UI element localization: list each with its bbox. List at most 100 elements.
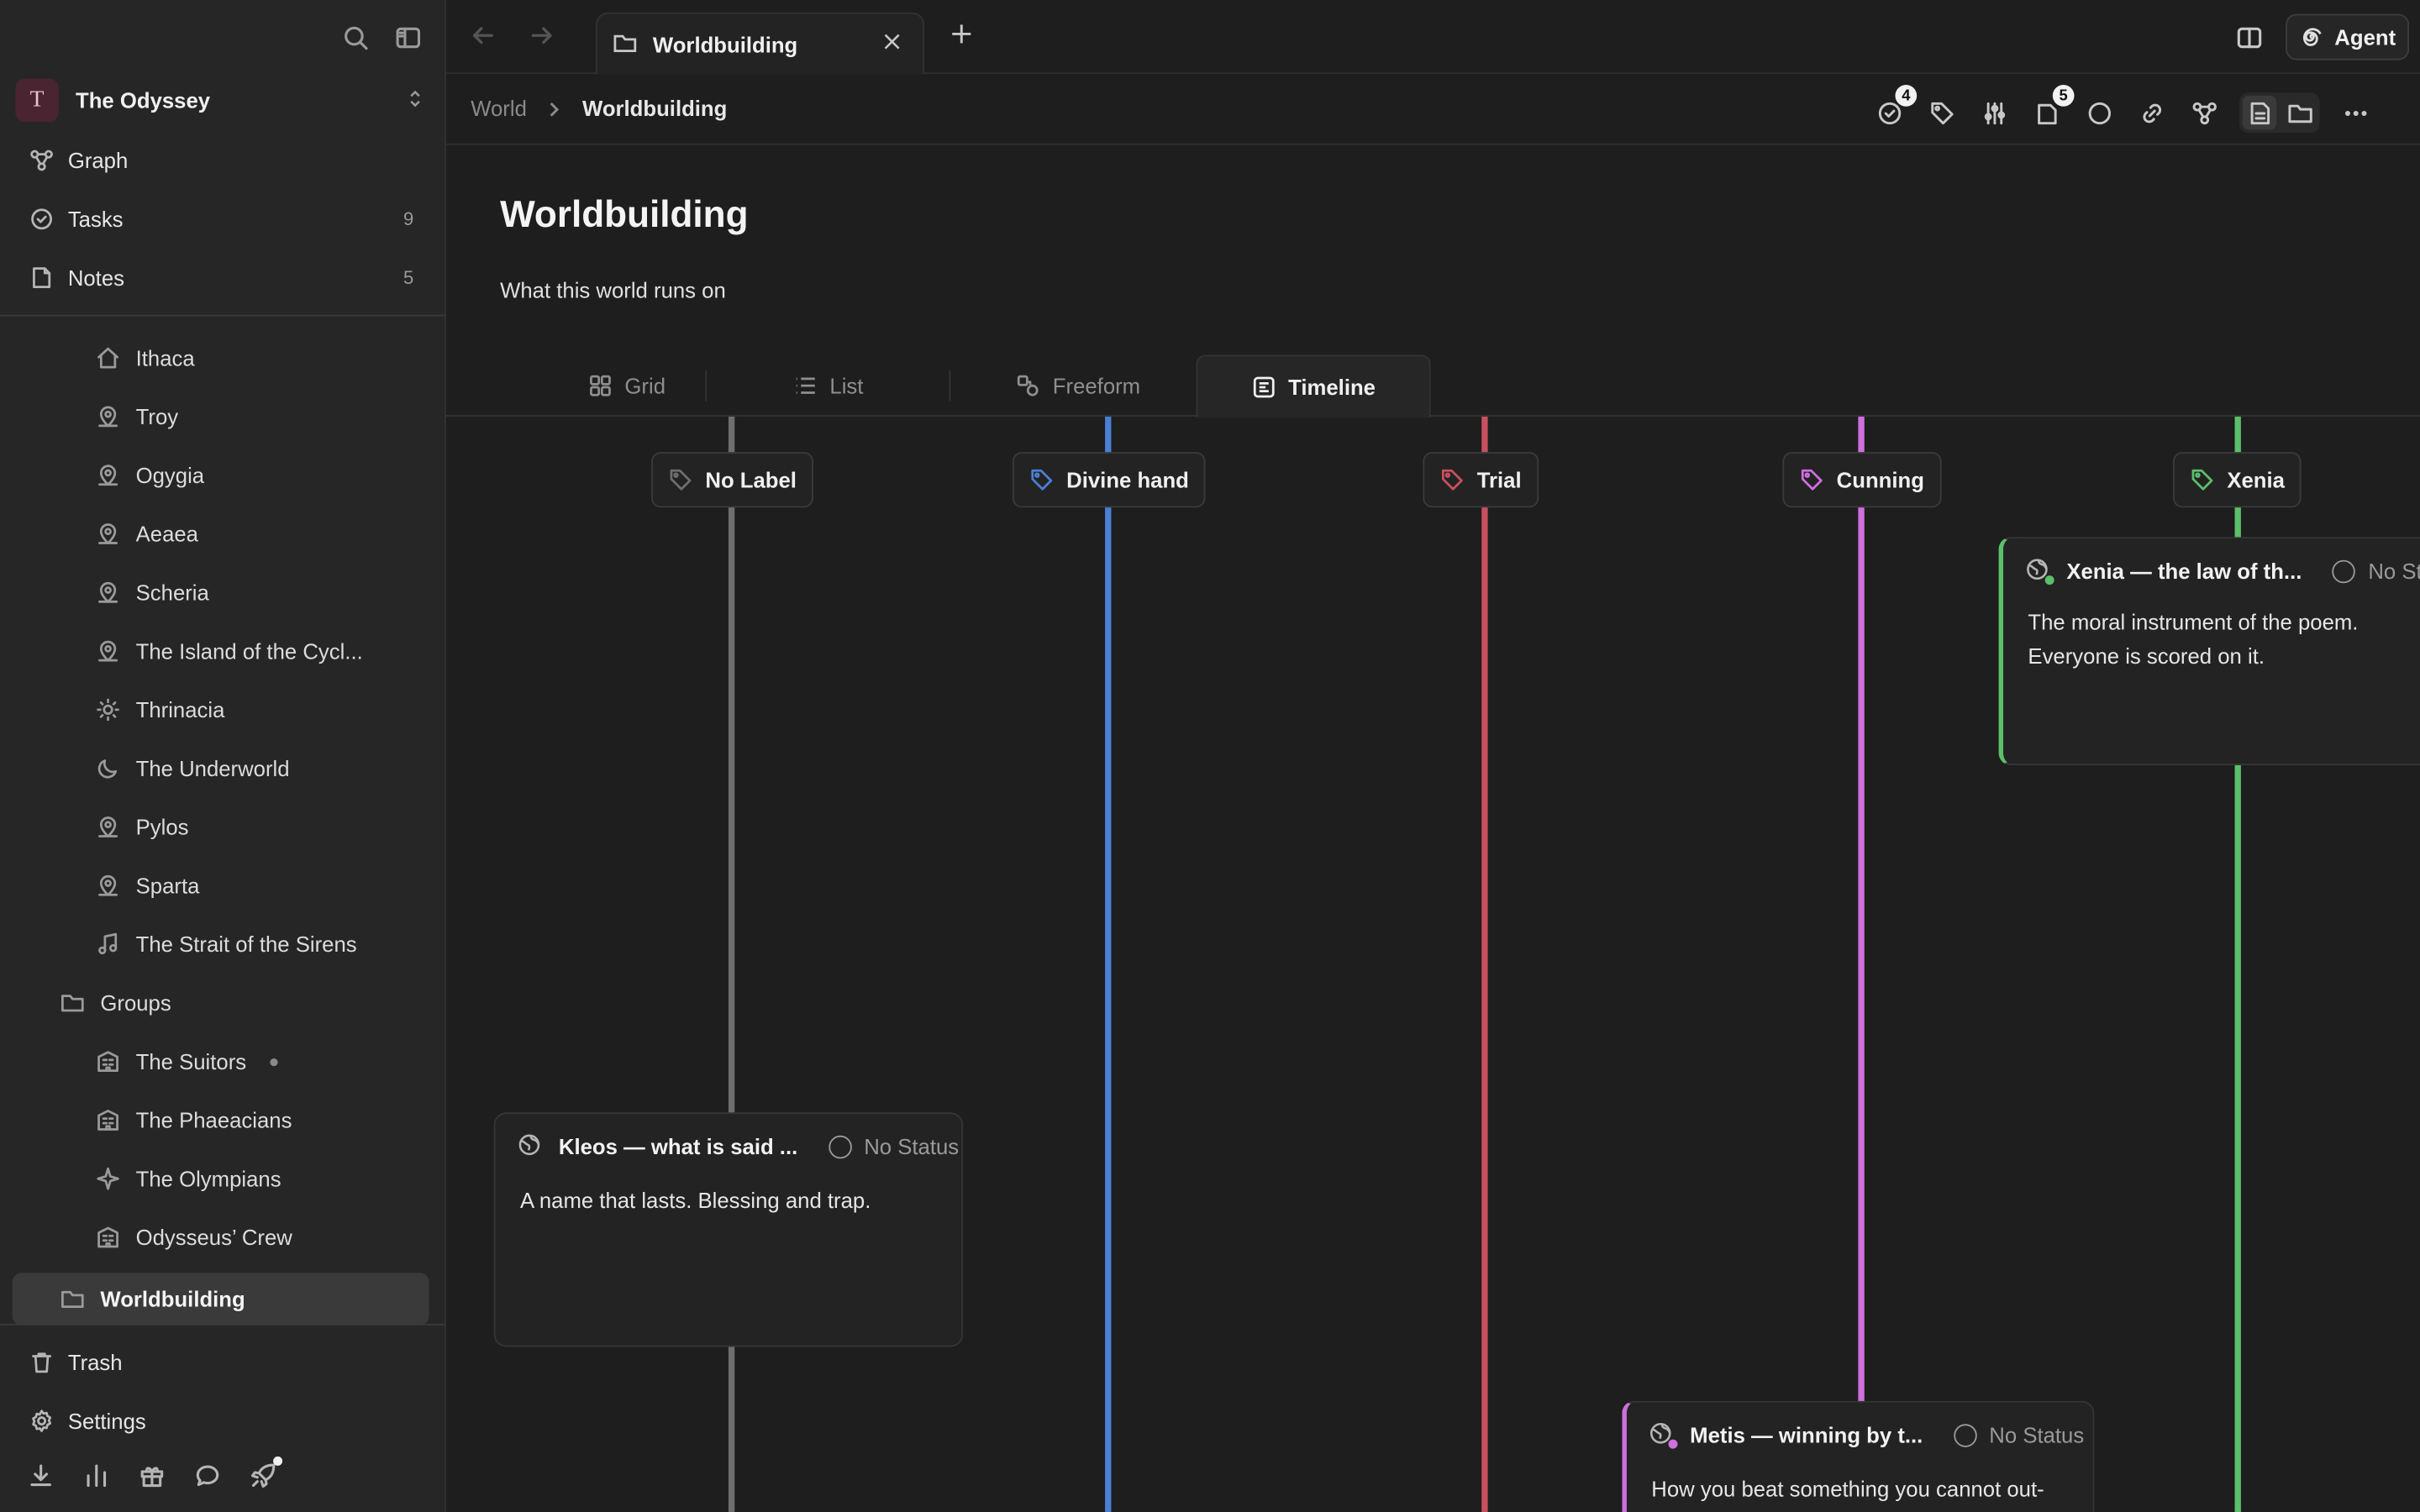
tab-timeline[interactable]: Timeline — [1196, 354, 1431, 418]
tree-item-crew[interactable]: Odysseus’ Crew — [94, 1211, 292, 1263]
tree-item-ogygia[interactable]: Ogygia — [94, 449, 204, 501]
link-icon[interactable] — [2134, 96, 2168, 129]
lane-label-text: Trial — [1476, 467, 1522, 492]
tree-item-underworld[interactable]: The Underworld — [94, 742, 290, 794]
lane-label-xenia[interactable]: Xenia — [2173, 452, 2302, 508]
breadcrumb-bar: World Worldbuilding 4 5 — [445, 74, 2420, 145]
status-selector[interactable]: No Status — [828, 1133, 960, 1159]
nav-label: Graph — [67, 148, 129, 173]
gift-icon[interactable] — [136, 1460, 167, 1491]
chat-bubble-icon[interactable] — [192, 1460, 223, 1491]
tree-label: Odysseus’ Crew — [135, 1225, 292, 1250]
nav-count: 5 — [402, 266, 414, 289]
status-circle-icon — [828, 1134, 852, 1158]
page-description[interactable]: What this world runs on — [500, 277, 726, 302]
tree-item-worldbuilding[interactable]: Worldbuilding — [12, 1273, 429, 1326]
tab-grid[interactable]: Grid — [542, 354, 712, 416]
card-body-line: Everyone is scored on it. — [2028, 643, 2265, 669]
more-icon[interactable] — [2338, 96, 2372, 129]
tab-list[interactable]: List — [739, 354, 917, 416]
status-selector[interactable]: No Sta — [2333, 559, 2420, 583]
location-pin-icon — [94, 813, 122, 841]
forward-arrow-icon[interactable] — [528, 22, 559, 53]
tree-label: The Suitors — [135, 1048, 247, 1074]
tree-item-sirens[interactable]: The Strait of the Sirens — [94, 918, 357, 970]
tree-item-phaeacians[interactable]: The Phaeacians — [94, 1094, 292, 1146]
tree-label: The Island of the Cycl... — [135, 638, 363, 664]
note-card-kleos[interactable]: Kleos — what is said ... No Status A nam… — [493, 1112, 964, 1347]
rocket-icon[interactable] — [247, 1456, 283, 1491]
tree-item-ithaca[interactable]: Ithaca — [94, 332, 195, 384]
plus-icon[interactable] — [950, 22, 981, 53]
tag-icon[interactable] — [1924, 96, 1958, 129]
tree-item-scheria[interactable]: Scheria — [94, 566, 209, 618]
note-card-xenia[interactable]: Xenia — the law of th... No Sta The mora… — [1998, 537, 2420, 766]
nav-label: Notes — [67, 265, 124, 291]
tree-item-groups[interactable]: Groups — [59, 977, 171, 1029]
location-pin-icon — [94, 461, 122, 489]
tree-label: Scheria — [135, 580, 209, 605]
download-icon[interactable] — [24, 1460, 55, 1491]
tab-label: List — [829, 373, 864, 398]
graph-icon[interactable] — [2187, 96, 2221, 129]
tag-icon — [1031, 469, 1053, 491]
back-arrow-icon[interactable] — [469, 22, 500, 53]
status-circle-icon[interactable] — [2082, 96, 2116, 129]
nav-item-tasks[interactable]: Tasks 9 — [15, 193, 429, 245]
note-card-metis[interactable]: Metis — winning by t... No Status How yo… — [1622, 1400, 2095, 1512]
bar-chart-icon[interactable] — [81, 1460, 112, 1491]
search-icon[interactable] — [339, 22, 371, 53]
nav-label: Tasks — [67, 207, 124, 232]
breadcrumb-parent[interactable]: World — [471, 95, 527, 121]
tree-item-pylos[interactable]: Pylos — [94, 801, 189, 853]
tree-item-troy[interactable]: Troy — [94, 391, 178, 443]
label-color-dot — [2044, 575, 2054, 585]
card-title: Xenia — the law of th... — [2066, 558, 2302, 584]
tab-title: Worldbuilding — [652, 31, 798, 57]
tab-freeform[interactable]: Freeform — [989, 354, 1166, 416]
breadcrumb: World Worldbuilding — [471, 96, 727, 120]
sidebar-toggle-icon[interactable] — [392, 22, 424, 53]
lane-label-trial[interactable]: Trial — [1423, 452, 1539, 508]
task-check-icon[interactable]: 4 — [1872, 85, 1918, 129]
nav-item-notes[interactable]: Notes 5 — [15, 251, 429, 303]
tree-item-thrinacia[interactable]: Thrinacia — [94, 684, 224, 736]
nav-item-trash[interactable]: Trash — [15, 1336, 429, 1389]
nav-label: Trash — [67, 1350, 123, 1375]
folder-icon[interactable] — [2282, 96, 2316, 129]
tree-item-aeaea[interactable]: Aeaea — [94, 507, 198, 559]
tree-label: Pylos — [135, 814, 189, 840]
lane-line-cunning — [1858, 416, 1865, 1512]
status-selector[interactable]: No Status — [1954, 1422, 2084, 1447]
tree-label: Troy — [135, 404, 179, 429]
music-note-icon — [94, 931, 122, 958]
document-icon[interactable] — [2242, 95, 2277, 130]
gear-icon — [28, 1407, 55, 1435]
lane-label-cunning[interactable]: Cunning — [1782, 452, 1942, 508]
location-pin-icon — [94, 872, 122, 900]
label-color-dot — [1668, 1439, 1678, 1449]
tree-item-island-cyclops[interactable]: The Island of the Cycl... — [94, 625, 363, 677]
split-view-icon[interactable] — [2233, 22, 2265, 53]
card-body-line: The moral instrument of the poem. — [2028, 609, 2359, 634]
tree-item-suitors[interactable]: The Suitors — [94, 1035, 277, 1087]
view-mode-toggle — [2239, 92, 2320, 133]
lane-label-divine-hand[interactable]: Divine hand — [1012, 452, 1207, 508]
tag-icon — [670, 469, 692, 491]
lane-label-no-label[interactable]: No Label — [651, 452, 814, 508]
sliders-icon[interactable] — [1977, 96, 2011, 129]
pages-icon[interactable]: 5 — [2029, 85, 2075, 129]
close-icon[interactable] — [881, 30, 909, 58]
status-label: No Status — [864, 1133, 960, 1159]
sidebar-divider — [0, 1323, 445, 1326]
tab-worldbuilding[interactable]: Worldbuilding — [595, 12, 925, 75]
sidebar-divider — [0, 314, 445, 317]
workspace-switcher[interactable]: T The Odyssey — [15, 77, 429, 123]
agent-button[interactable]: Agent — [2286, 13, 2410, 60]
tree-item-sparta[interactable]: Sparta — [94, 859, 199, 911]
timeline-view: No Label Divine hand Trial Cunning Xenia — [446, 416, 2420, 1512]
nav-item-settings[interactable]: Settings — [15, 1394, 429, 1446]
nav-item-graph[interactable]: Graph — [15, 134, 429, 186]
tree-item-olympians[interactable]: The Olympians — [94, 1152, 281, 1205]
lane-line-divine-hand — [1105, 416, 1112, 1512]
